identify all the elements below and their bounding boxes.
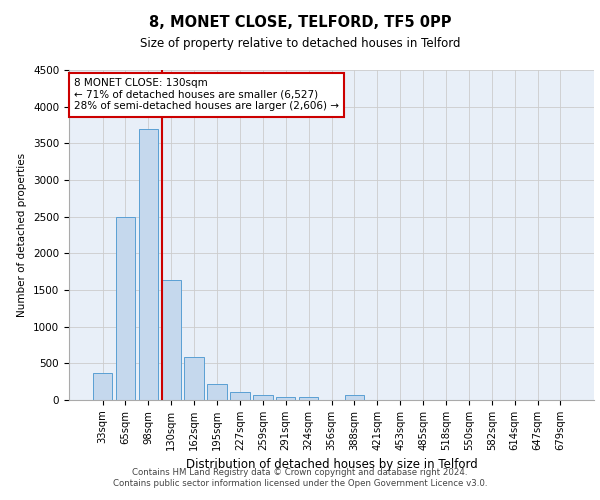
- Text: 8 MONET CLOSE: 130sqm
← 71% of detached houses are smaller (6,527)
28% of semi-d: 8 MONET CLOSE: 130sqm ← 71% of detached …: [74, 78, 339, 112]
- Bar: [161, 280, 181, 400]
- Y-axis label: Number of detached properties: Number of detached properties: [17, 153, 28, 317]
- Bar: [93, 373, 112, 400]
- Bar: [276, 396, 295, 400]
- Bar: [253, 395, 272, 400]
- Bar: [208, 384, 227, 400]
- Bar: [139, 128, 158, 400]
- Bar: [230, 392, 250, 400]
- Bar: [116, 216, 135, 400]
- X-axis label: Distribution of detached houses by size in Telford: Distribution of detached houses by size …: [185, 458, 478, 471]
- Text: Contains HM Land Registry data © Crown copyright and database right 2024.
Contai: Contains HM Land Registry data © Crown c…: [113, 468, 487, 487]
- Bar: [344, 395, 364, 400]
- Bar: [184, 356, 204, 400]
- Text: 8, MONET CLOSE, TELFORD, TF5 0PP: 8, MONET CLOSE, TELFORD, TF5 0PP: [149, 15, 451, 30]
- Bar: [299, 398, 319, 400]
- Text: Size of property relative to detached houses in Telford: Size of property relative to detached ho…: [140, 38, 460, 51]
